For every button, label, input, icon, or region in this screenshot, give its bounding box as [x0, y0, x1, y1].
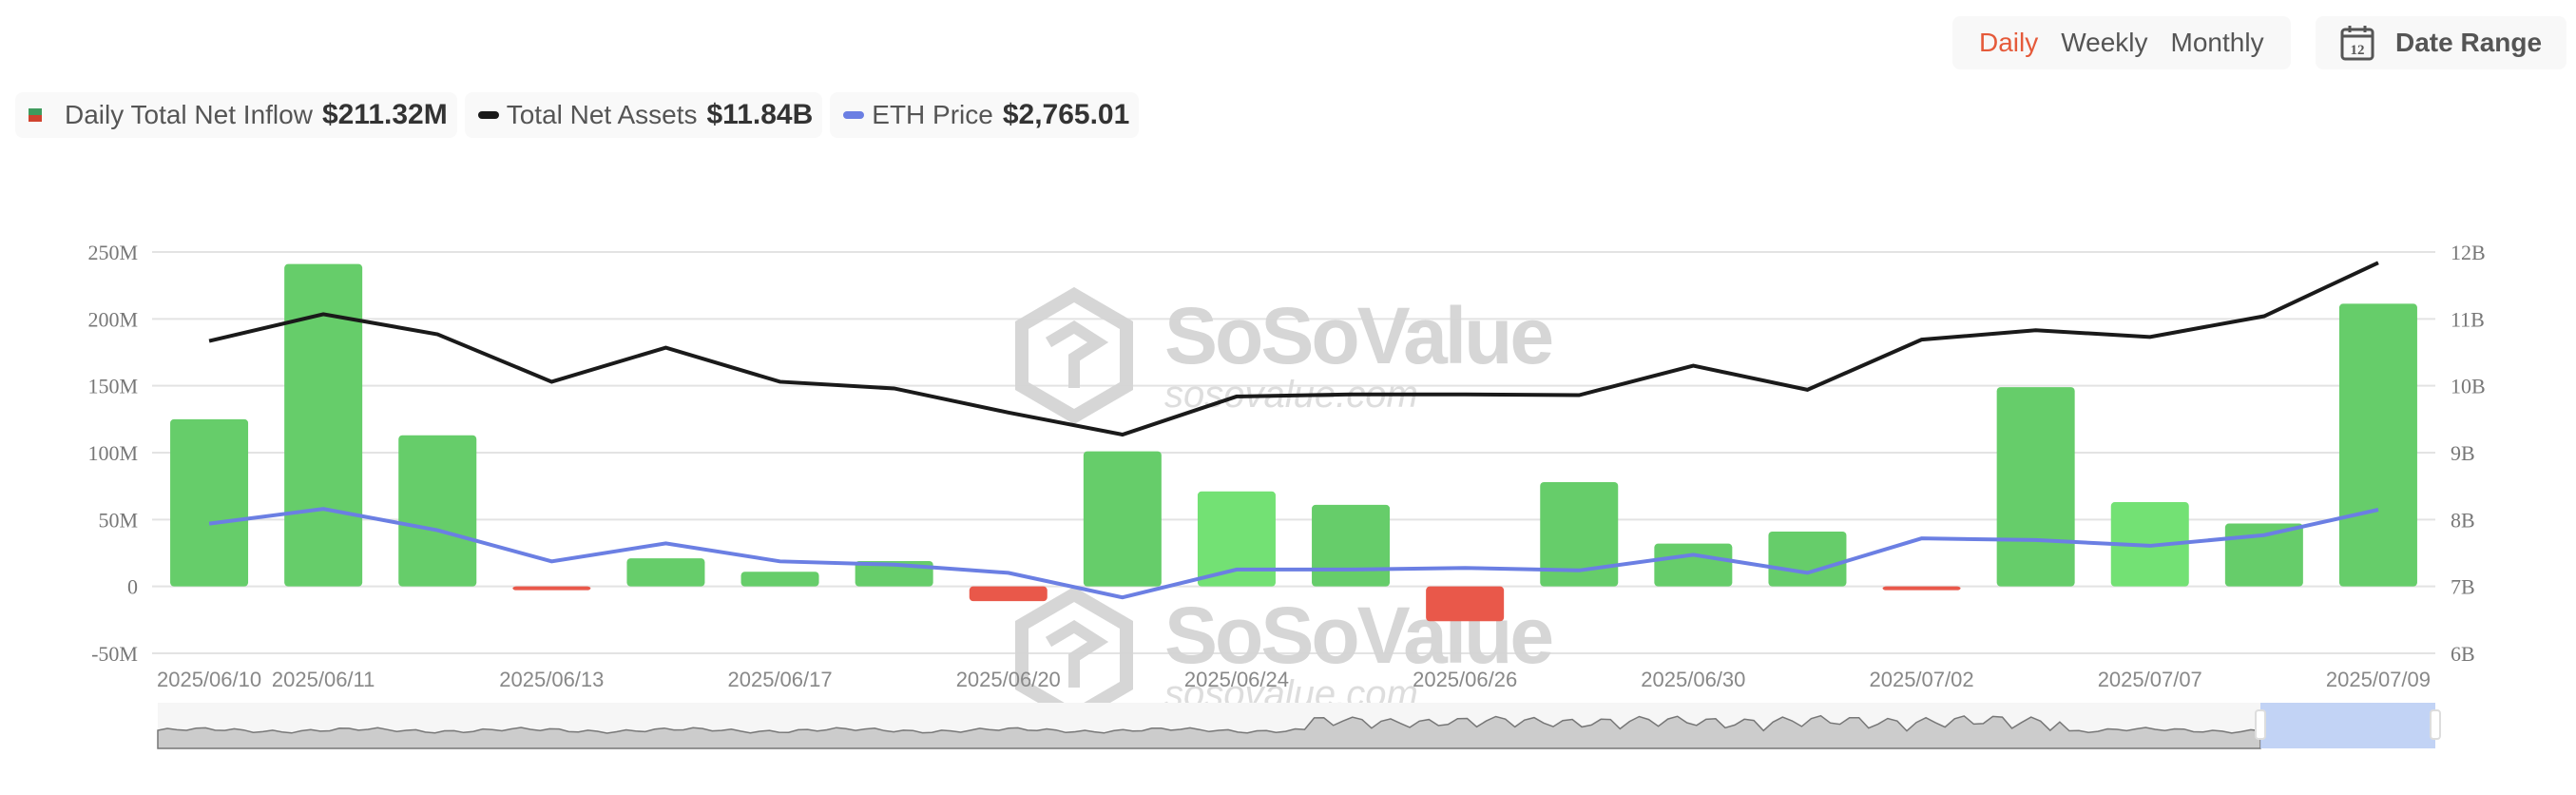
svg-text:7B: 7B [2451, 575, 2475, 599]
period-weekly-button[interactable]: Weekly [2061, 28, 2148, 57]
legend-label: Daily Total Net Inflow [65, 100, 313, 129]
svg-text:2025/06/17: 2025/06/17 [727, 668, 832, 691]
svg-text:2025/06/11: 2025/06/11 [272, 668, 375, 691]
svg-text:-50M: -50M [91, 642, 138, 666]
svg-text:sosovalue.com: sosovalue.com [1164, 374, 1418, 416]
svg-text:9B: 9B [2451, 441, 2475, 465]
svg-text:2025/07/09: 2025/07/09 [2326, 668, 2431, 691]
bar[interactable] [170, 418, 249, 587]
bar[interactable] [1197, 491, 1276, 587]
line-swatch-icon [477, 111, 499, 119]
x-axis-labels: 2025/06/10 2025/06/11 2025/06/13 2025/06/17… [157, 668, 2431, 691]
svg-text:100M: 100M [87, 441, 138, 465]
right-axis: 12B 11B 10B 9B 8B 7B 6B [2451, 241, 2486, 666]
sosovalue-logo-icon [1015, 286, 1133, 425]
svg-text:2025/07/07: 2025/07/07 [2098, 668, 2202, 691]
bar[interactable] [626, 558, 705, 587]
legend-label: ETH Price [872, 100, 993, 129]
chart-legend: Daily Total Net Inflow $211.32M Total Ne… [15, 92, 1140, 138]
svg-text:10B: 10B [2451, 375, 2486, 398]
left-axis: 250M 200M 150M 100M 50M 0 -50M [87, 241, 138, 666]
bar[interactable] [1882, 586, 1961, 591]
bar[interactable] [2110, 502, 2189, 587]
svg-text:2025/06/10: 2025/06/10 [157, 668, 261, 691]
svg-text:250M: 250M [87, 241, 138, 264]
bar[interactable] [512, 586, 591, 591]
navigator-handle-left[interactable] [2255, 709, 2266, 740]
svg-text:2025/06/24: 2025/06/24 [1184, 668, 1289, 691]
svg-text:SoSoValue: SoSoValue [1164, 591, 1551, 680]
svg-text:12B: 12B [2451, 241, 2486, 264]
svg-text:6B: 6B [2451, 642, 2475, 666]
net-assets-line [208, 261, 2379, 437]
svg-text:150M: 150M [87, 375, 138, 398]
bar[interactable] [398, 435, 477, 587]
bar[interactable] [969, 586, 1048, 602]
svg-text:sosovalue.com: sosovalue.com [1164, 673, 1418, 715]
split-square-icon [29, 108, 42, 122]
eth-price-line [208, 507, 2379, 600]
svg-text:2025/07/02: 2025/07/02 [1869, 668, 1973, 691]
period-monthly-button[interactable]: Monthly [2170, 28, 2264, 57]
svg-text:2025/06/26: 2025/06/26 [1413, 668, 1517, 691]
date-range-button[interactable]: 12 Date Range [2316, 16, 2566, 69]
bar[interactable] [2338, 303, 2417, 587]
bar[interactable] [1768, 531, 1847, 587]
legend-value: $11.84B [706, 99, 814, 130]
bar[interactable] [1312, 504, 1391, 587]
svg-text:0: 0 [127, 575, 138, 599]
svg-text:200M: 200M [87, 307, 138, 331]
svg-text:2025/06/30: 2025/06/30 [1641, 668, 1745, 691]
svg-text:8B: 8B [2451, 508, 2475, 532]
bar[interactable] [740, 572, 819, 587]
svg-text:2025/06/13: 2025/06/13 [499, 668, 604, 691]
bar[interactable] [855, 560, 933, 587]
legend-item-eth-price[interactable]: ETH Price $2,765.01 [830, 92, 1140, 138]
legend-value: $211.32M [321, 99, 448, 130]
date-range-label: Date Range [2395, 28, 2543, 57]
svg-text:SoSoValue: SoSoValue [1164, 291, 1551, 380]
bar[interactable] [1540, 481, 1619, 587]
watermark: SoSoValue sosovalue.com SoSoValue sosova… [1015, 286, 1554, 725]
bar[interactable] [1996, 387, 2075, 587]
navigator-selection[interactable] [2260, 703, 2435, 748]
calendar-icon: 12 [2340, 26, 2374, 61]
range-navigator[interactable] [157, 703, 2441, 749]
period-toggle: Daily Weekly Monthly [1952, 16, 2291, 69]
legend-label: Total Net Assets [506, 100, 698, 129]
svg-text:11B: 11B [2451, 307, 2485, 331]
legend-item-net-inflow[interactable]: Daily Total Net Inflow $211.32M [15, 92, 457, 138]
net-inflow-bars [170, 263, 2417, 622]
bar[interactable] [2224, 523, 2303, 587]
svg-text:12: 12 [2351, 43, 2365, 58]
legend-item-net-assets[interactable]: Total Net Assets $11.84B [464, 92, 823, 138]
legend-value: $2,765.01 [1002, 99, 1130, 130]
bar[interactable] [1654, 543, 1733, 587]
gridlines [152, 251, 2435, 654]
svg-text:50M: 50M [98, 508, 138, 532]
bar[interactable] [284, 263, 363, 587]
bar[interactable] [1426, 586, 1505, 622]
sosovalue-logo-icon [1015, 586, 1133, 725]
bar[interactable] [1083, 451, 1162, 587]
svg-text:2025/06/20: 2025/06/20 [956, 668, 1061, 691]
period-daily-button[interactable]: Daily [1979, 28, 2039, 57]
navigator-handle-right[interactable] [2430, 709, 2441, 740]
line-swatch-icon [843, 111, 865, 119]
